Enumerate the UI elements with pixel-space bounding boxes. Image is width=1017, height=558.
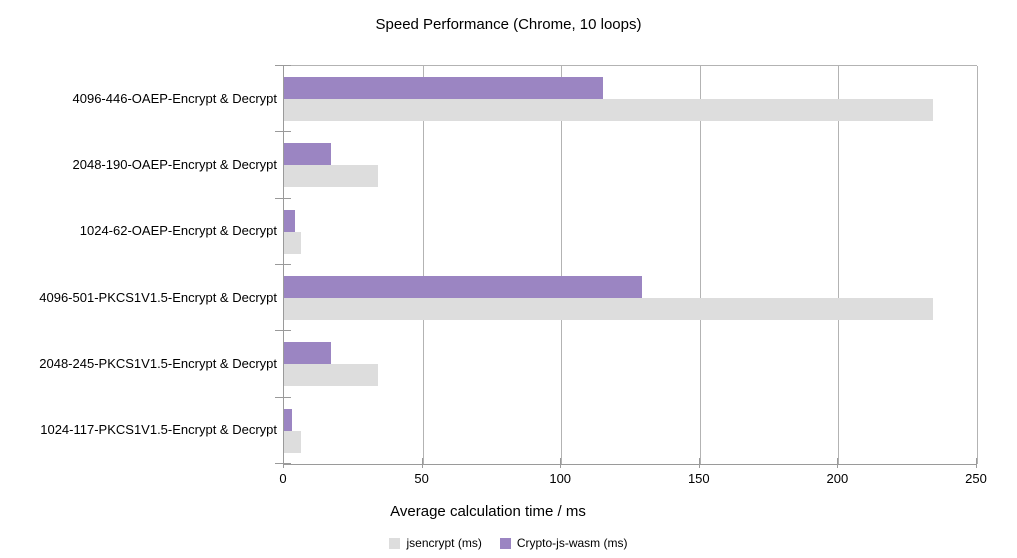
x-axis-tick-50 xyxy=(421,458,423,468)
bar-jsencrypt-ms-0 xyxy=(284,99,933,122)
bar-group-2 xyxy=(284,199,977,265)
value-axis-ticks xyxy=(283,458,977,468)
bar-crypto-js-wasm-ms-2 xyxy=(284,209,296,232)
x-axis-tick-150 xyxy=(698,458,700,468)
x-axis-tick-250 xyxy=(976,458,977,468)
category-axis-labels: 4096-446-OAEP-Encrypt & Decrypt 2048-190-… xyxy=(0,65,283,463)
gridline-x-100 xyxy=(561,66,563,464)
legend-item-1: Crypto-js-wasm (ms) xyxy=(499,536,628,550)
x-tick-label-100: 100 xyxy=(549,471,572,486)
bar-group-5 xyxy=(284,398,977,464)
bar-jsencrypt-ms-1 xyxy=(284,165,379,188)
bar-group-1 xyxy=(284,132,977,198)
bar-jsencrypt-ms-5 xyxy=(284,430,301,453)
legend-swatch-icon xyxy=(389,537,401,549)
legend-label: jsencrypt (ms) xyxy=(406,536,482,550)
y-axis-tick-5 xyxy=(275,397,291,398)
y-axis-tick-4 xyxy=(275,330,291,331)
bar-crypto-js-wasm-ms-1 xyxy=(284,143,332,166)
category-label-1: 2048-190-OAEP-Encrypt & Decrypt xyxy=(72,156,277,172)
x-tick-label-250: 250 xyxy=(965,471,987,486)
bar-jsencrypt-ms-3 xyxy=(284,298,933,321)
bar-crypto-js-wasm-ms-4 xyxy=(284,342,332,365)
gridline-x-150 xyxy=(699,66,701,464)
category-label-4: 2048-245-PKCS1V1.5-Encrypt & Decrypt xyxy=(39,355,277,371)
category-label-5: 1024-117-PKCS1V1.5-Encrypt & Decrypt xyxy=(40,422,277,438)
x-axis-tick-200 xyxy=(837,458,839,468)
y-axis-tick-3 xyxy=(275,264,291,265)
bar-group-4 xyxy=(284,331,977,397)
gridline-x-200 xyxy=(838,66,840,464)
legend-item-0: jsencrypt (ms) xyxy=(389,536,482,550)
category-label-2: 1024-62-OAEP-Encrypt & Decrypt xyxy=(79,223,277,239)
category-label-3: 4096-501-PKCS1V1.5-Encrypt & Decrypt xyxy=(39,289,277,305)
bar-jsencrypt-ms-2 xyxy=(284,231,301,254)
plot-area xyxy=(283,65,978,465)
value-axis-tick-labels: 0 50 100 150 200 250 xyxy=(279,471,986,487)
x-tick-label-150: 150 xyxy=(687,471,710,486)
x-tick-label-50: 50 xyxy=(414,471,429,486)
legend-label: Crypto-js-wasm (ms) xyxy=(516,536,628,550)
bar-group-0 xyxy=(284,66,977,132)
x-axis-title: Average calculation time / ms xyxy=(390,503,586,520)
bar-crypto-js-wasm-ms-5 xyxy=(284,408,293,431)
bar-crypto-js-wasm-ms-3 xyxy=(284,276,642,299)
x-axis-tick-100 xyxy=(560,458,562,468)
legend-swatch-icon xyxy=(499,537,511,549)
y-axis-tick-0 xyxy=(275,65,291,66)
legend: jsencrypt (ms) Crypto-js-wasm (ms) xyxy=(0,536,1017,550)
bar-group-3 xyxy=(284,265,977,331)
x-tick-label-0: 0 xyxy=(279,471,287,486)
x-tick-label-200: 200 xyxy=(826,471,849,486)
bar-crypto-js-wasm-ms-0 xyxy=(284,77,603,100)
gridline-x-250 xyxy=(977,66,978,464)
gridline-x-50 xyxy=(422,66,424,464)
bar-jsencrypt-ms-4 xyxy=(284,364,379,387)
x-axis-tick-0 xyxy=(283,458,284,468)
chart-title: Speed Performance (Chrome, 10 loops) xyxy=(375,16,642,33)
y-axis-tick-2 xyxy=(275,198,291,199)
category-label-0: 4096-446-OAEP-Encrypt & Decrypt xyxy=(72,90,277,106)
y-axis-tick-1 xyxy=(275,131,291,132)
